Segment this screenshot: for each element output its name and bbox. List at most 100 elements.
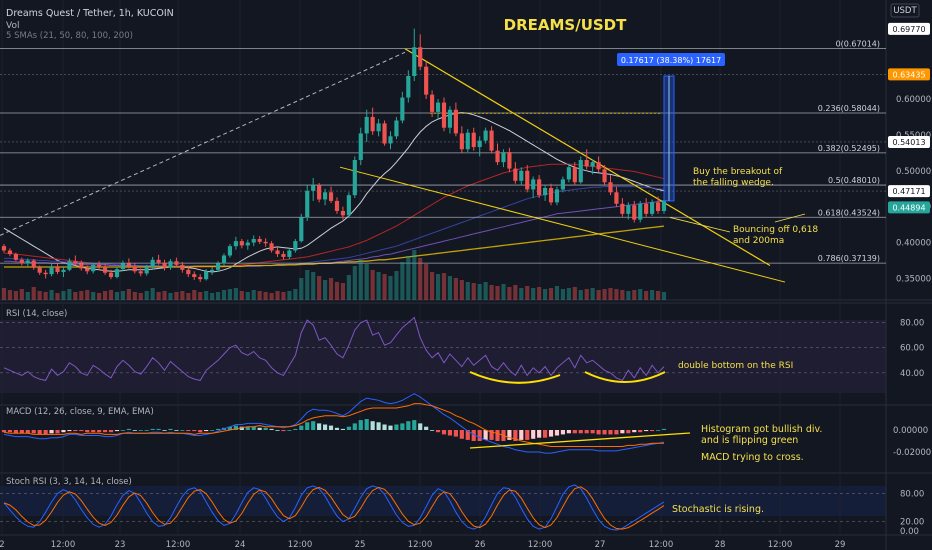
macd-histogram-bar — [114, 430, 120, 432]
candle-body — [97, 264, 102, 267]
macd-histogram-bar — [578, 430, 583, 434]
rsi-band — [0, 320, 886, 393]
volume-bar — [632, 290, 637, 300]
macd-histogram-bar — [180, 430, 185, 431]
volume-bar — [394, 271, 399, 300]
volume-bar — [25, 292, 30, 300]
candle-body — [507, 152, 512, 169]
macd-histogram-bar — [328, 425, 334, 430]
macd-histogram-bar — [346, 426, 351, 430]
volume-bar — [465, 282, 470, 300]
candle-body — [293, 241, 298, 251]
candle-body — [554, 189, 560, 203]
volume-bar — [388, 276, 393, 300]
macd-histogram-bar — [73, 430, 78, 432]
volume-bar — [311, 272, 316, 300]
macd-histogram-bar — [263, 427, 268, 430]
macd-histogram-bar — [352, 423, 357, 430]
volume-bar — [608, 288, 613, 300]
fib-level-label: 0.382(0.52495) — [818, 144, 880, 153]
macd-histogram-bar — [305, 422, 310, 430]
macd-histogram-bar — [7, 430, 13, 433]
rsi-double-bottom-arc-2 — [584, 371, 666, 383]
candle-body — [495, 150, 500, 163]
candle-body — [441, 102, 447, 128]
macd-histogram-bar — [251, 426, 256, 430]
macd-histogram-bar — [537, 430, 542, 438]
candle-body — [626, 205, 631, 214]
macd-histogram-bar — [566, 430, 571, 434]
macd-histogram-bar — [227, 426, 233, 430]
candle-body — [269, 243, 274, 251]
candle-body — [620, 203, 625, 214]
candle-body — [584, 160, 589, 167]
macd-histogram-bar — [388, 425, 393, 430]
candle-body — [114, 269, 120, 278]
volume-bar — [418, 258, 423, 300]
signal-line — [3, 403, 664, 447]
volume-bar — [537, 287, 542, 300]
volume-bar — [382, 274, 387, 300]
volume-bar — [620, 290, 625, 300]
volume-bar — [79, 291, 84, 300]
candle-body — [204, 271, 209, 280]
candle-body — [513, 168, 518, 181]
time-tick-label: 2 — [0, 540, 5, 550]
macd-histogram-bar — [67, 430, 72, 432]
volume-bar — [73, 292, 78, 300]
stoch-k-line — [3, 484, 665, 531]
macd-histogram-bar — [25, 430, 30, 434]
stoch-tick-label: 80.00 — [900, 489, 924, 499]
price-tick-label: 0.35000 — [896, 274, 931, 284]
macd-histogram-bar — [584, 430, 589, 434]
volume-label: Vol — [6, 21, 19, 31]
macd-histogram-bar — [525, 430, 530, 440]
volume-bar — [120, 291, 125, 300]
volume-bar — [453, 278, 458, 300]
macd-histogram-bar — [340, 428, 345, 430]
macd-histogram-bar — [257, 427, 262, 430]
candle-body — [406, 76, 411, 98]
macd-histogram-bar — [323, 424, 328, 430]
volume-bar — [67, 289, 72, 300]
macd-label: MACD (12, 26, close, 9, EMA, EMA) — [6, 407, 154, 417]
volume-bar — [471, 283, 476, 300]
volume-bar — [435, 274, 441, 300]
wedge-upper-line — [404, 48, 771, 267]
candle-body — [388, 136, 393, 144]
candle-body — [251, 238, 256, 243]
candle-body — [215, 263, 221, 270]
candle-body — [394, 120, 399, 137]
macd-histogram-bar — [572, 430, 577, 434]
candle-body — [459, 133, 464, 150]
time-tick-label: 23 — [115, 540, 126, 550]
candle-body — [602, 169, 607, 183]
volume-bar — [430, 272, 435, 300]
macd-histogram-bar — [661, 428, 667, 430]
volume-bar — [358, 260, 363, 300]
volume-bar — [275, 291, 280, 300]
candle-body — [364, 116, 369, 134]
candle-body — [334, 200, 340, 211]
macd-histogram-bar — [519, 430, 524, 440]
macd-histogram-bar — [275, 430, 280, 431]
macd-histogram-bar — [614, 430, 619, 435]
sma-label: 5 SMAs (21, 50, 80, 100, 200) — [6, 31, 133, 41]
macd-histogram-bar — [126, 428, 131, 430]
macd-histogram-bar — [174, 430, 179, 431]
volume-bar — [412, 250, 417, 300]
rsi-tick-label: 60.00 — [900, 344, 924, 354]
volume-bar — [43, 292, 48, 300]
price-tag-label: 0.47171 — [892, 187, 925, 196]
candle-body — [590, 162, 595, 167]
macd-histogram-bar — [61, 430, 66, 433]
candle-body — [655, 202, 661, 211]
quote-currency[interactable]: USDT — [893, 6, 917, 16]
candle-body — [352, 160, 357, 196]
breakout-annotation: Buy the breakout of — [693, 167, 783, 177]
candle-body — [614, 192, 619, 204]
stoch-tick-label: 20.00 — [900, 518, 924, 528]
volume-bar — [328, 278, 334, 300]
macd-histogram-bar — [394, 424, 399, 430]
macd-histogram-bar — [513, 430, 518, 441]
